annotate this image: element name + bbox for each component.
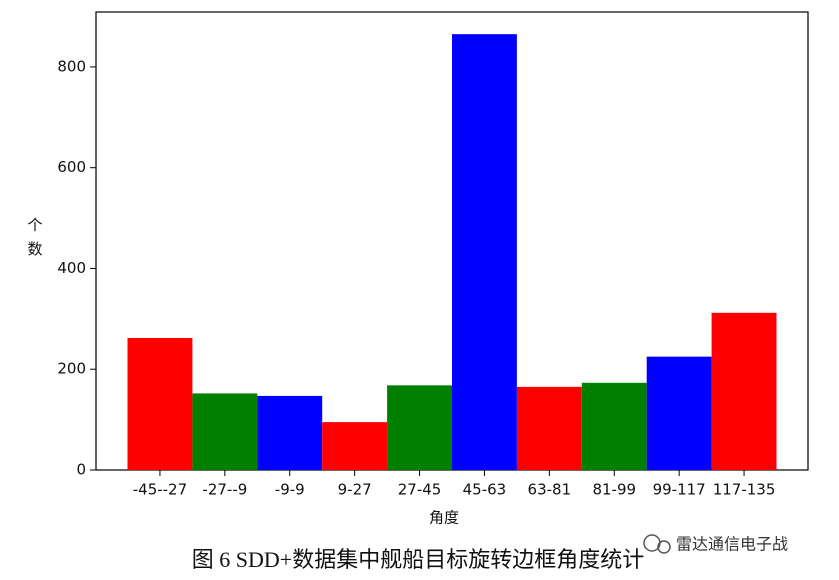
bar xyxy=(516,386,582,470)
x-tick-label: -45--27 xyxy=(133,481,187,499)
bar xyxy=(322,422,388,470)
y-tick-label: 400 xyxy=(57,259,86,277)
x-axis-label: 角度 xyxy=(429,509,459,527)
bar xyxy=(452,34,517,470)
y-axis-label: 个数 xyxy=(27,216,42,258)
y-tick-label: 0 xyxy=(76,461,86,479)
x-tick-label: 9-27 xyxy=(338,481,372,499)
bar xyxy=(127,337,193,470)
bar xyxy=(257,395,323,470)
x-tick-label: -27--9 xyxy=(202,481,247,499)
x-tick-label: 45-63 xyxy=(463,481,507,499)
x-tick-label: 117-135 xyxy=(713,481,776,499)
y-tick-label: 200 xyxy=(57,360,86,378)
x-tick-label: 63-81 xyxy=(528,481,572,499)
x-tick-label: 81-99 xyxy=(592,481,636,499)
bar xyxy=(581,382,647,470)
x-tick-label: 99-117 xyxy=(653,481,706,499)
y-tick-label: 600 xyxy=(57,158,86,176)
watermark-icon xyxy=(643,534,671,554)
x-tick-label: -9-9 xyxy=(275,481,305,499)
bar xyxy=(387,385,452,470)
caption: 图 6 SDD+数据集中舰船目标旋转边框角度统计 xyxy=(192,547,644,572)
y-tick-label: 800 xyxy=(57,57,86,75)
bar xyxy=(192,393,258,470)
x-tick-label: 27-45 xyxy=(398,481,442,499)
bar xyxy=(646,356,712,470)
watermark: 雷达通信电子战 xyxy=(676,535,788,554)
bar xyxy=(711,312,777,470)
